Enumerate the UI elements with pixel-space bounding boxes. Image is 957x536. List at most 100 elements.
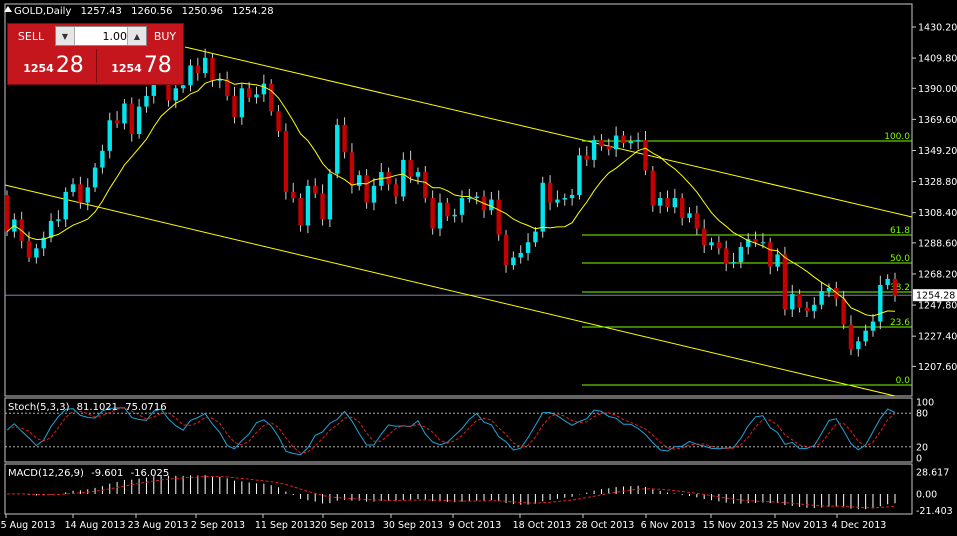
candle-body xyxy=(834,287,839,299)
candle-body xyxy=(415,172,421,177)
date-tick-label: 2 Sep 2013 xyxy=(191,520,245,531)
candle-body xyxy=(547,182,553,203)
date-tick-label: 25 Nov 2013 xyxy=(767,520,828,531)
stoch-axis-label: 100 xyxy=(916,398,934,409)
buy-price[interactable]: 1254 78 xyxy=(99,49,184,83)
price-tick-label: 1369.60 xyxy=(918,115,957,126)
candle-body xyxy=(224,79,230,96)
candle-body xyxy=(445,202,450,217)
candle-body xyxy=(885,278,890,285)
stoch-axis-label: 80 xyxy=(916,409,928,420)
date-tick-label: 9 Oct 2013 xyxy=(449,520,502,531)
stoch-main-line xyxy=(6,407,896,456)
candle-body xyxy=(136,106,142,135)
price-tick-label: 1409.80 xyxy=(918,54,957,65)
candle-body xyxy=(768,242,773,267)
price-divider xyxy=(96,49,97,83)
candle-body xyxy=(180,85,186,89)
open-value: 1257.43 xyxy=(80,6,122,17)
date-tick-label: 30 Sep 2013 xyxy=(383,520,443,531)
date-tick-label: 28 Oct 2013 xyxy=(576,520,635,531)
date-tick-label: 5 Aug 2013 xyxy=(1,520,56,531)
date-tick-label: 15 Nov 2013 xyxy=(703,520,764,531)
candle-body xyxy=(335,124,340,174)
candle-body xyxy=(217,79,223,81)
candle-body xyxy=(760,242,766,244)
stoch-panel-frame xyxy=(4,397,913,463)
candle-body xyxy=(349,152,355,186)
candle-body xyxy=(635,140,641,142)
channel-upper-line xyxy=(184,46,913,218)
candle-body xyxy=(371,185,377,203)
sell-price-major: 1254 xyxy=(23,62,54,75)
low-value: 1250.96 xyxy=(181,6,224,17)
candle-body xyxy=(701,228,707,246)
fib-level-label: 38.2 xyxy=(890,283,910,293)
candle-body xyxy=(437,202,443,229)
candle-body xyxy=(496,199,501,235)
candle-body xyxy=(628,141,634,144)
macd-axis-label: 28.617 xyxy=(916,468,949,479)
candle-body xyxy=(790,294,795,310)
buy-button[interactable]: BUY xyxy=(153,29,177,43)
macd-signal-value: -16.025 xyxy=(130,468,170,479)
price-tick-label: 1227.40 xyxy=(918,332,957,343)
candle-body xyxy=(599,140,604,147)
candle-body xyxy=(401,159,406,197)
candle-body xyxy=(856,341,861,349)
symbol-label: GOLD,Daily xyxy=(14,6,72,17)
price-tick-label: 1390.00 xyxy=(918,84,957,95)
lot-size-input[interactable] xyxy=(75,27,127,45)
sell-price[interactable]: 1254 28 xyxy=(11,49,96,83)
stoch-signal-value: 75.0716 xyxy=(125,402,167,413)
candle-body xyxy=(283,130,289,192)
date-tick-label: 6 Nov 2013 xyxy=(641,520,696,531)
candle-body xyxy=(85,187,90,203)
candle-body xyxy=(63,191,68,220)
candle-body xyxy=(195,65,201,74)
collapse-triangle-icon[interactable] xyxy=(4,6,12,12)
stoch-name: Stoch(5,3,3) xyxy=(8,402,70,413)
candle-body xyxy=(320,193,325,220)
lot-size-stepper[interactable]: ▼ ▲ xyxy=(55,26,147,46)
candle-body xyxy=(239,88,245,118)
candle-body xyxy=(848,324,854,349)
sell-button[interactable]: SELL xyxy=(17,29,45,43)
candle-body xyxy=(569,194,575,199)
candle-body xyxy=(518,252,523,258)
candle-body xyxy=(254,94,259,98)
candle-body xyxy=(48,220,54,238)
candle-body xyxy=(298,198,303,226)
candle-body xyxy=(474,196,479,199)
candle-body xyxy=(41,237,46,249)
candle-body xyxy=(357,175,362,186)
chevron-up-icon[interactable]: ▲ xyxy=(127,27,146,45)
candle-body xyxy=(819,291,824,305)
candle-body xyxy=(489,199,494,211)
candle-body xyxy=(129,103,134,135)
current-price-label: 1254.28 xyxy=(916,291,955,302)
candle-body xyxy=(430,198,435,229)
date-tick-label: 14 Aug 2013 xyxy=(65,520,126,531)
candle-body xyxy=(775,254,780,267)
candle-body xyxy=(246,88,252,98)
buy-price-major: 1254 xyxy=(111,62,142,75)
chevron-down-icon[interactable]: ▼ xyxy=(56,27,75,45)
candle-body xyxy=(621,135,626,144)
candle-body xyxy=(92,167,98,188)
candle-body xyxy=(863,330,868,342)
candle-body xyxy=(232,95,237,118)
candle-body xyxy=(584,155,589,160)
candle-body xyxy=(716,242,722,249)
candle-body xyxy=(166,80,171,101)
candle-body xyxy=(313,185,318,194)
price-tick-label: 1268.20 xyxy=(918,269,957,280)
candle-body xyxy=(797,294,802,308)
sell-price-minor: 28 xyxy=(55,53,84,78)
candle-body xyxy=(276,111,281,131)
candle-body xyxy=(202,57,208,74)
candle-body xyxy=(878,284,883,322)
macd-label: MACD(12,26,9) -9.601 -16.025 xyxy=(8,468,173,479)
candle-body xyxy=(4,194,10,232)
